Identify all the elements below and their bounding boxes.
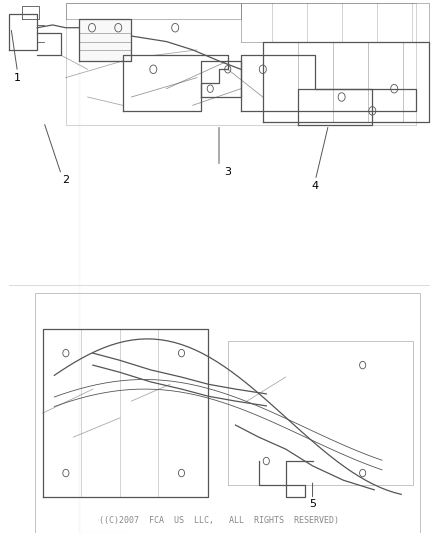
Bar bbox=[35, 293, 420, 533]
Text: 3: 3 bbox=[224, 167, 231, 177]
Text: 1: 1 bbox=[14, 72, 21, 83]
Text: 4: 4 bbox=[312, 181, 319, 191]
Text: ((C)2007  FCA  US  LLC,   ALL  RIGHTS  RESERVED): ((C)2007 FCA US LLC, ALL RIGHTS RESERVED… bbox=[99, 516, 339, 525]
Text: 5: 5 bbox=[309, 499, 316, 509]
Text: 2: 2 bbox=[62, 175, 69, 185]
